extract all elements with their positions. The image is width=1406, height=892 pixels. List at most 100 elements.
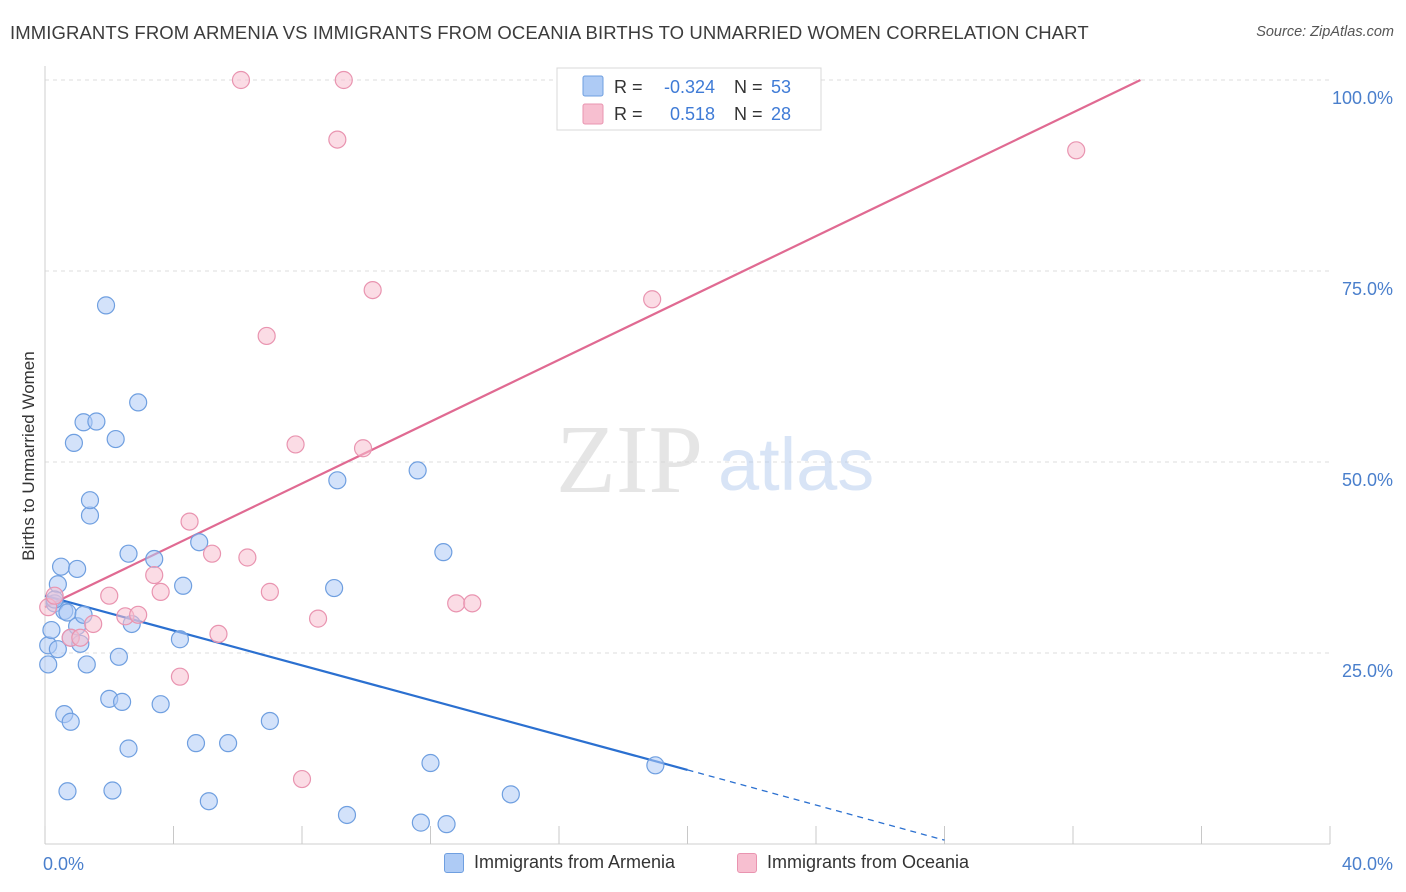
legend-swatch-armenia-bottom: [444, 852, 464, 873]
watermark-zip: ZIP: [556, 406, 703, 514]
legend-label-armenia: Immigrants from Armenia: [474, 852, 676, 872]
point-oceania-14: [231, 70, 251, 90]
point-oceania-3: [71, 628, 90, 647]
point-oceania-7: [129, 605, 148, 624]
point-armenia-5: [48, 640, 67, 659]
point-oceania-8: [145, 565, 164, 585]
trend-lines: [44, 79, 1141, 841]
series-legend: Immigrants from Armenia Immigrants from …: [0, 852, 1406, 878]
point-armenia-26: [106, 429, 125, 449]
point-armenia-50: [501, 785, 520, 804]
point-armenia-12: [61, 712, 80, 731]
legend-n-label-armenia: N =: [734, 77, 763, 97]
point-oceania-19: [292, 769, 312, 789]
legend-r-label-armenia: R =: [614, 77, 643, 97]
legend-n-value-oceania: 28: [771, 104, 791, 124]
source-attribution: Source: ZipAtlas.com: [1256, 24, 1394, 40]
point-armenia-36: [174, 576, 193, 595]
point-oceania-10: [170, 667, 190, 686]
point-armenia-51: [646, 756, 665, 775]
chart-title: IMMIGRANTS FROM ARMENIA VS IMMIGRANTS FR…: [10, 22, 1089, 43]
point-oceania-26: [463, 594, 482, 613]
trend-line-armenia-extension: [687, 769, 945, 841]
point-oceania-4: [84, 614, 103, 634]
point-oceania-13: [209, 624, 228, 644]
point-armenia-6: [51, 557, 71, 576]
legend-n-label-oceania: N =: [734, 104, 763, 124]
x-tick-label-end: 40.0%: [1342, 854, 1393, 874]
grid-lines: [45, 79, 1330, 654]
point-armenia-39: [199, 792, 218, 811]
point-armenia-38: [190, 533, 209, 552]
x-tick-label-start: 0.0%: [43, 854, 84, 874]
legend-n-value-armenia: 53: [771, 77, 791, 97]
point-armenia-43: [328, 471, 347, 490]
point-armenia-10: [58, 782, 77, 801]
legend-item-armenia: Immigrants from Armenia: [444, 852, 675, 873]
point-oceania-25: [447, 594, 466, 613]
point-armenia-2: [42, 620, 61, 640]
point-oceania-9: [151, 582, 170, 601]
point-oceania-22: [328, 130, 347, 149]
trend-line-oceania: [44, 79, 1141, 609]
point-armenia-35: [170, 630, 190, 649]
point-oceania-20: [308, 609, 328, 628]
point-armenia-27: [109, 647, 128, 666]
legend-r-value-oceania: 0.518: [670, 104, 715, 124]
point-oceania-5: [100, 586, 119, 605]
legend-r-value-armenia: -0.324: [664, 77, 715, 97]
y-tick-label-0: 25.0%: [1342, 661, 1393, 681]
point-oceania-1: [45, 586, 64, 605]
point-oceania-21: [334, 70, 353, 90]
point-oceania-18: [286, 435, 305, 454]
point-armenia-34: [151, 695, 170, 714]
point-armenia-29: [119, 739, 138, 758]
x-tick-labels: 0.0% 40.0%: [43, 854, 1393, 874]
point-armenia-40: [219, 734, 238, 753]
point-armenia-32: [129, 393, 148, 412]
point-armenia-13: [64, 433, 84, 452]
correlation-legend: R = -0.324 N = 53 R = 0.518 N = 28: [556, 67, 822, 131]
point-oceania-11: [180, 512, 199, 531]
point-armenia-21: [80, 491, 100, 510]
point-oceania-28: [1067, 141, 1086, 160]
point-armenia-44: [337, 805, 357, 825]
point-armenia-19: [77, 655, 96, 674]
point-armenia-15: [68, 559, 87, 579]
point-armenia-20: [80, 506, 100, 525]
point-armenia-42: [325, 578, 344, 598]
y-tick-label-1: 50.0%: [1342, 470, 1393, 490]
legend-swatch-oceania-bottom: [737, 852, 757, 873]
legend-r-label-oceania: R =: [614, 104, 643, 124]
point-armenia-47: [421, 753, 440, 773]
point-armenia-46: [411, 813, 430, 832]
point-oceania-27: [643, 290, 662, 309]
legend-item-oceania: Immigrants from Oceania: [737, 852, 969, 873]
watermark-atlas: atlas: [718, 423, 874, 506]
point-armenia-41: [260, 711, 279, 731]
point-armenia-49: [434, 543, 453, 562]
point-armenia-30: [119, 544, 138, 563]
legend-label-oceania: Immigrants from Oceania: [767, 852, 970, 872]
axes: [44, 66, 1331, 845]
trend-line-armenia: [44, 594, 688, 771]
point-armenia-1: [39, 655, 58, 674]
point-oceania-12: [202, 544, 222, 563]
data-points: [39, 70, 1086, 834]
point-armenia-45: [408, 461, 427, 480]
legend-swatch-armenia: [582, 75, 604, 97]
point-armenia-37: [186, 734, 206, 753]
y-tick-labels: 25.0% 50.0% 75.0% 100.0%: [1332, 88, 1393, 681]
point-armenia-23: [96, 296, 116, 315]
point-armenia-33: [145, 549, 164, 569]
legend-swatch-oceania: [582, 103, 604, 125]
point-oceania-23: [353, 439, 373, 458]
point-oceania-16: [257, 326, 276, 346]
y-tick-label-2: 75.0%: [1342, 279, 1393, 299]
point-armenia-48: [437, 815, 456, 834]
point-armenia-22: [87, 412, 106, 431]
point-oceania-15: [238, 548, 257, 567]
point-armenia-25: [103, 781, 122, 800]
point-armenia-28: [112, 692, 132, 711]
